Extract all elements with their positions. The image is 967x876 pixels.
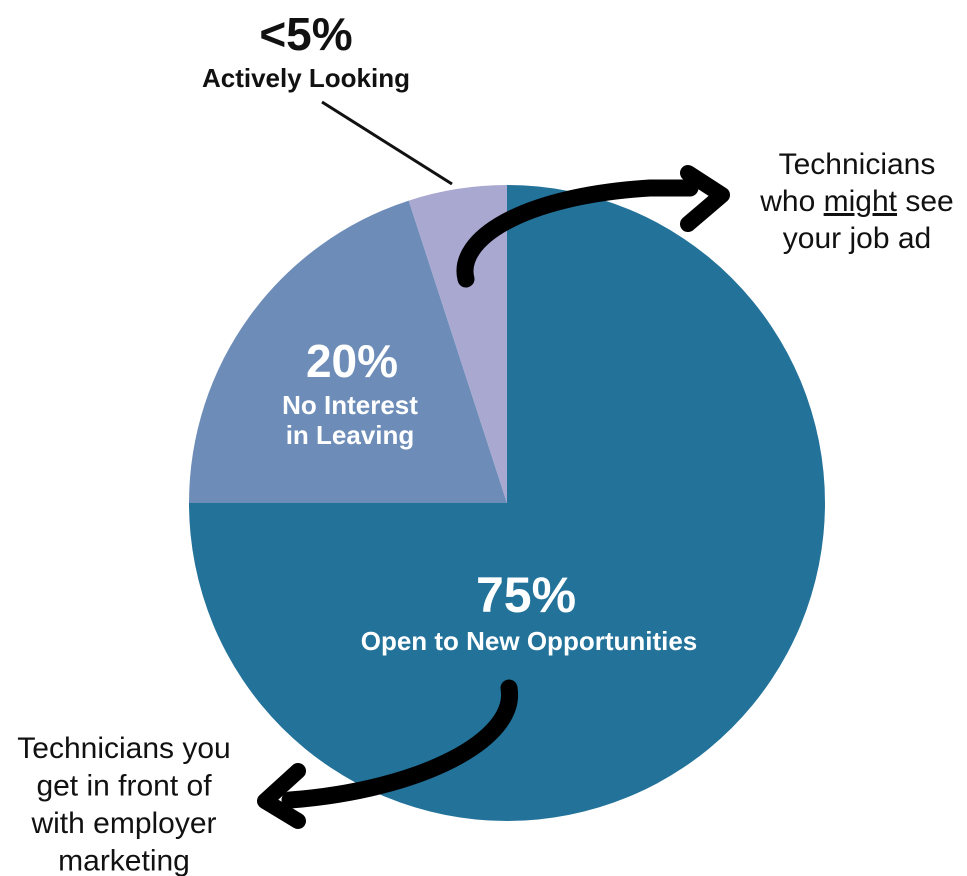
no-interest-slice	[189, 200, 507, 503]
employer-marketing-line-4: marketing	[58, 845, 190, 876]
employer-marketing-line-2: get in front of	[36, 770, 212, 803]
active-slice-label: Actively Looking	[202, 63, 410, 93]
actively-looking-leader-line	[321, 100, 453, 186]
might-see-line2-post: see	[897, 185, 954, 218]
employer-marketing-line-3: with employer	[30, 807, 216, 840]
employer-marketing-annotation: Technicians you get in front of with emplo…	[17, 732, 230, 876]
active-pct-label: <5%	[259, 8, 352, 60]
open-pct-label: 75%	[476, 567, 576, 623]
might-see-arrow	[456, 165, 730, 288]
open-slice-label: Open to New Opportunities	[361, 626, 698, 656]
employer-marketing-line-1: Technicians you	[17, 732, 230, 765]
might-see-line2-pre: who	[759, 185, 823, 218]
pie-slices	[189, 185, 825, 821]
no-interest-slice-label-line2: in Leaving	[286, 420, 415, 450]
no-interest-slice-label-line1: No Interest	[282, 390, 418, 420]
might-see-annotation-line3: your job ad	[783, 222, 931, 255]
might-see-annotation-line1: Technicians	[779, 148, 936, 181]
active-slice	[408, 185, 507, 503]
might-see-annotation-line2: who might see	[759, 185, 953, 218]
employer-marketing-arrow	[257, 679, 519, 829]
no-interest-pct-label: 20%	[306, 335, 398, 387]
might-see-underlined-word: might	[824, 185, 898, 218]
